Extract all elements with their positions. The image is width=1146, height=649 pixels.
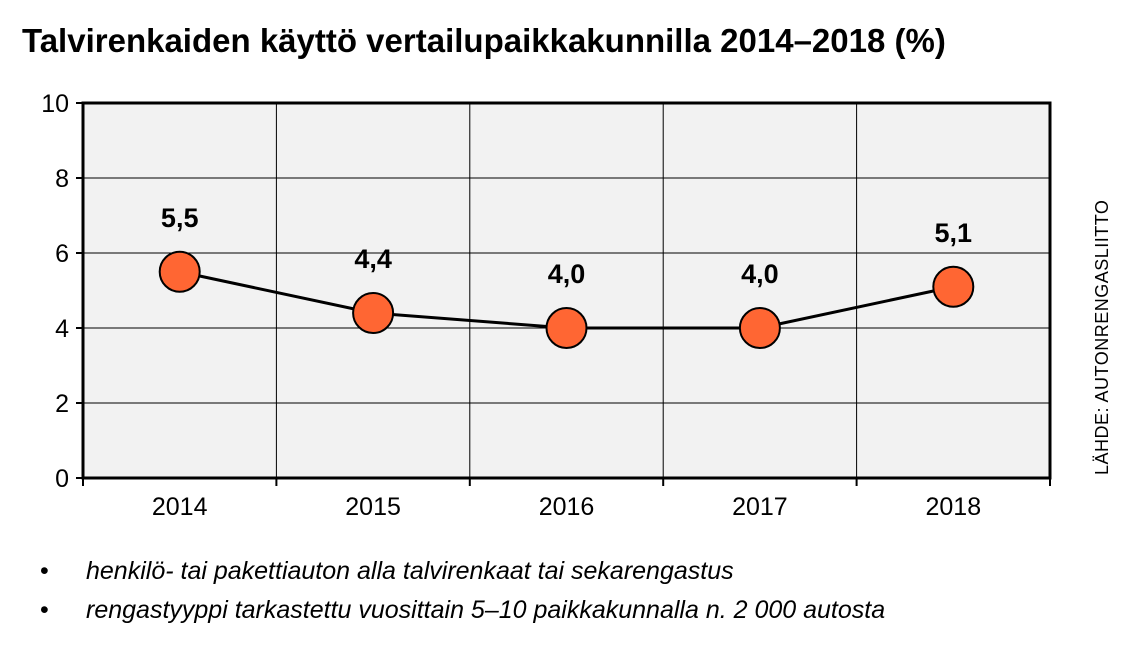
notes-list: • henkilö- tai pakettiauton alla talviren… [40,552,885,630]
note-text: henkilö- tai pakettiauton alla talvirenk… [86,557,734,585]
x-tick-label: 2015 [345,493,401,521]
y-tick-label: 10 [41,90,69,118]
x-tick-label: 2018 [925,493,981,521]
data-point-marker [545,307,588,349]
note-item: • henkilö- tai pakettiauton alla talviren… [40,552,885,591]
y-tick-label: 0 [55,465,69,493]
data-label: 4,0 [548,259,586,289]
data-label: 4,0 [741,259,779,289]
x-tick-label: 2017 [732,493,788,521]
y-tick-label: 8 [55,165,69,193]
bullet-icon: • [40,596,49,624]
x-tick-label: 2016 [539,493,595,521]
data-point-marker [932,265,975,308]
y-tick-label: 4 [55,315,69,343]
plot-area [83,103,1050,478]
data-point-marker [158,250,201,293]
x-tick-label: 2014 [152,493,208,521]
data-label: 5,1 [935,218,973,248]
source-label: LÄHDE: AUTONRENGASLIITTO [1092,199,1112,475]
data-label: 4,4 [354,244,392,274]
data-point-marker [352,292,395,334]
data-point-marker [738,307,781,349]
chart-title: Talvirenkaiden käyttö vertailupaikkakunn… [22,22,946,59]
y-tick-label: 6 [55,240,69,268]
plot-frame [81,101,1052,480]
note-text: rengastyyppi tarkastettu vuosittain 5–10… [86,596,886,624]
data-label: 5,5 [161,203,199,233]
y-tick-label: 2 [55,390,69,418]
bullet-icon: • [40,557,49,585]
note-item: • rengastyyppi tarkastettu vuosittain 5–1… [40,591,885,630]
